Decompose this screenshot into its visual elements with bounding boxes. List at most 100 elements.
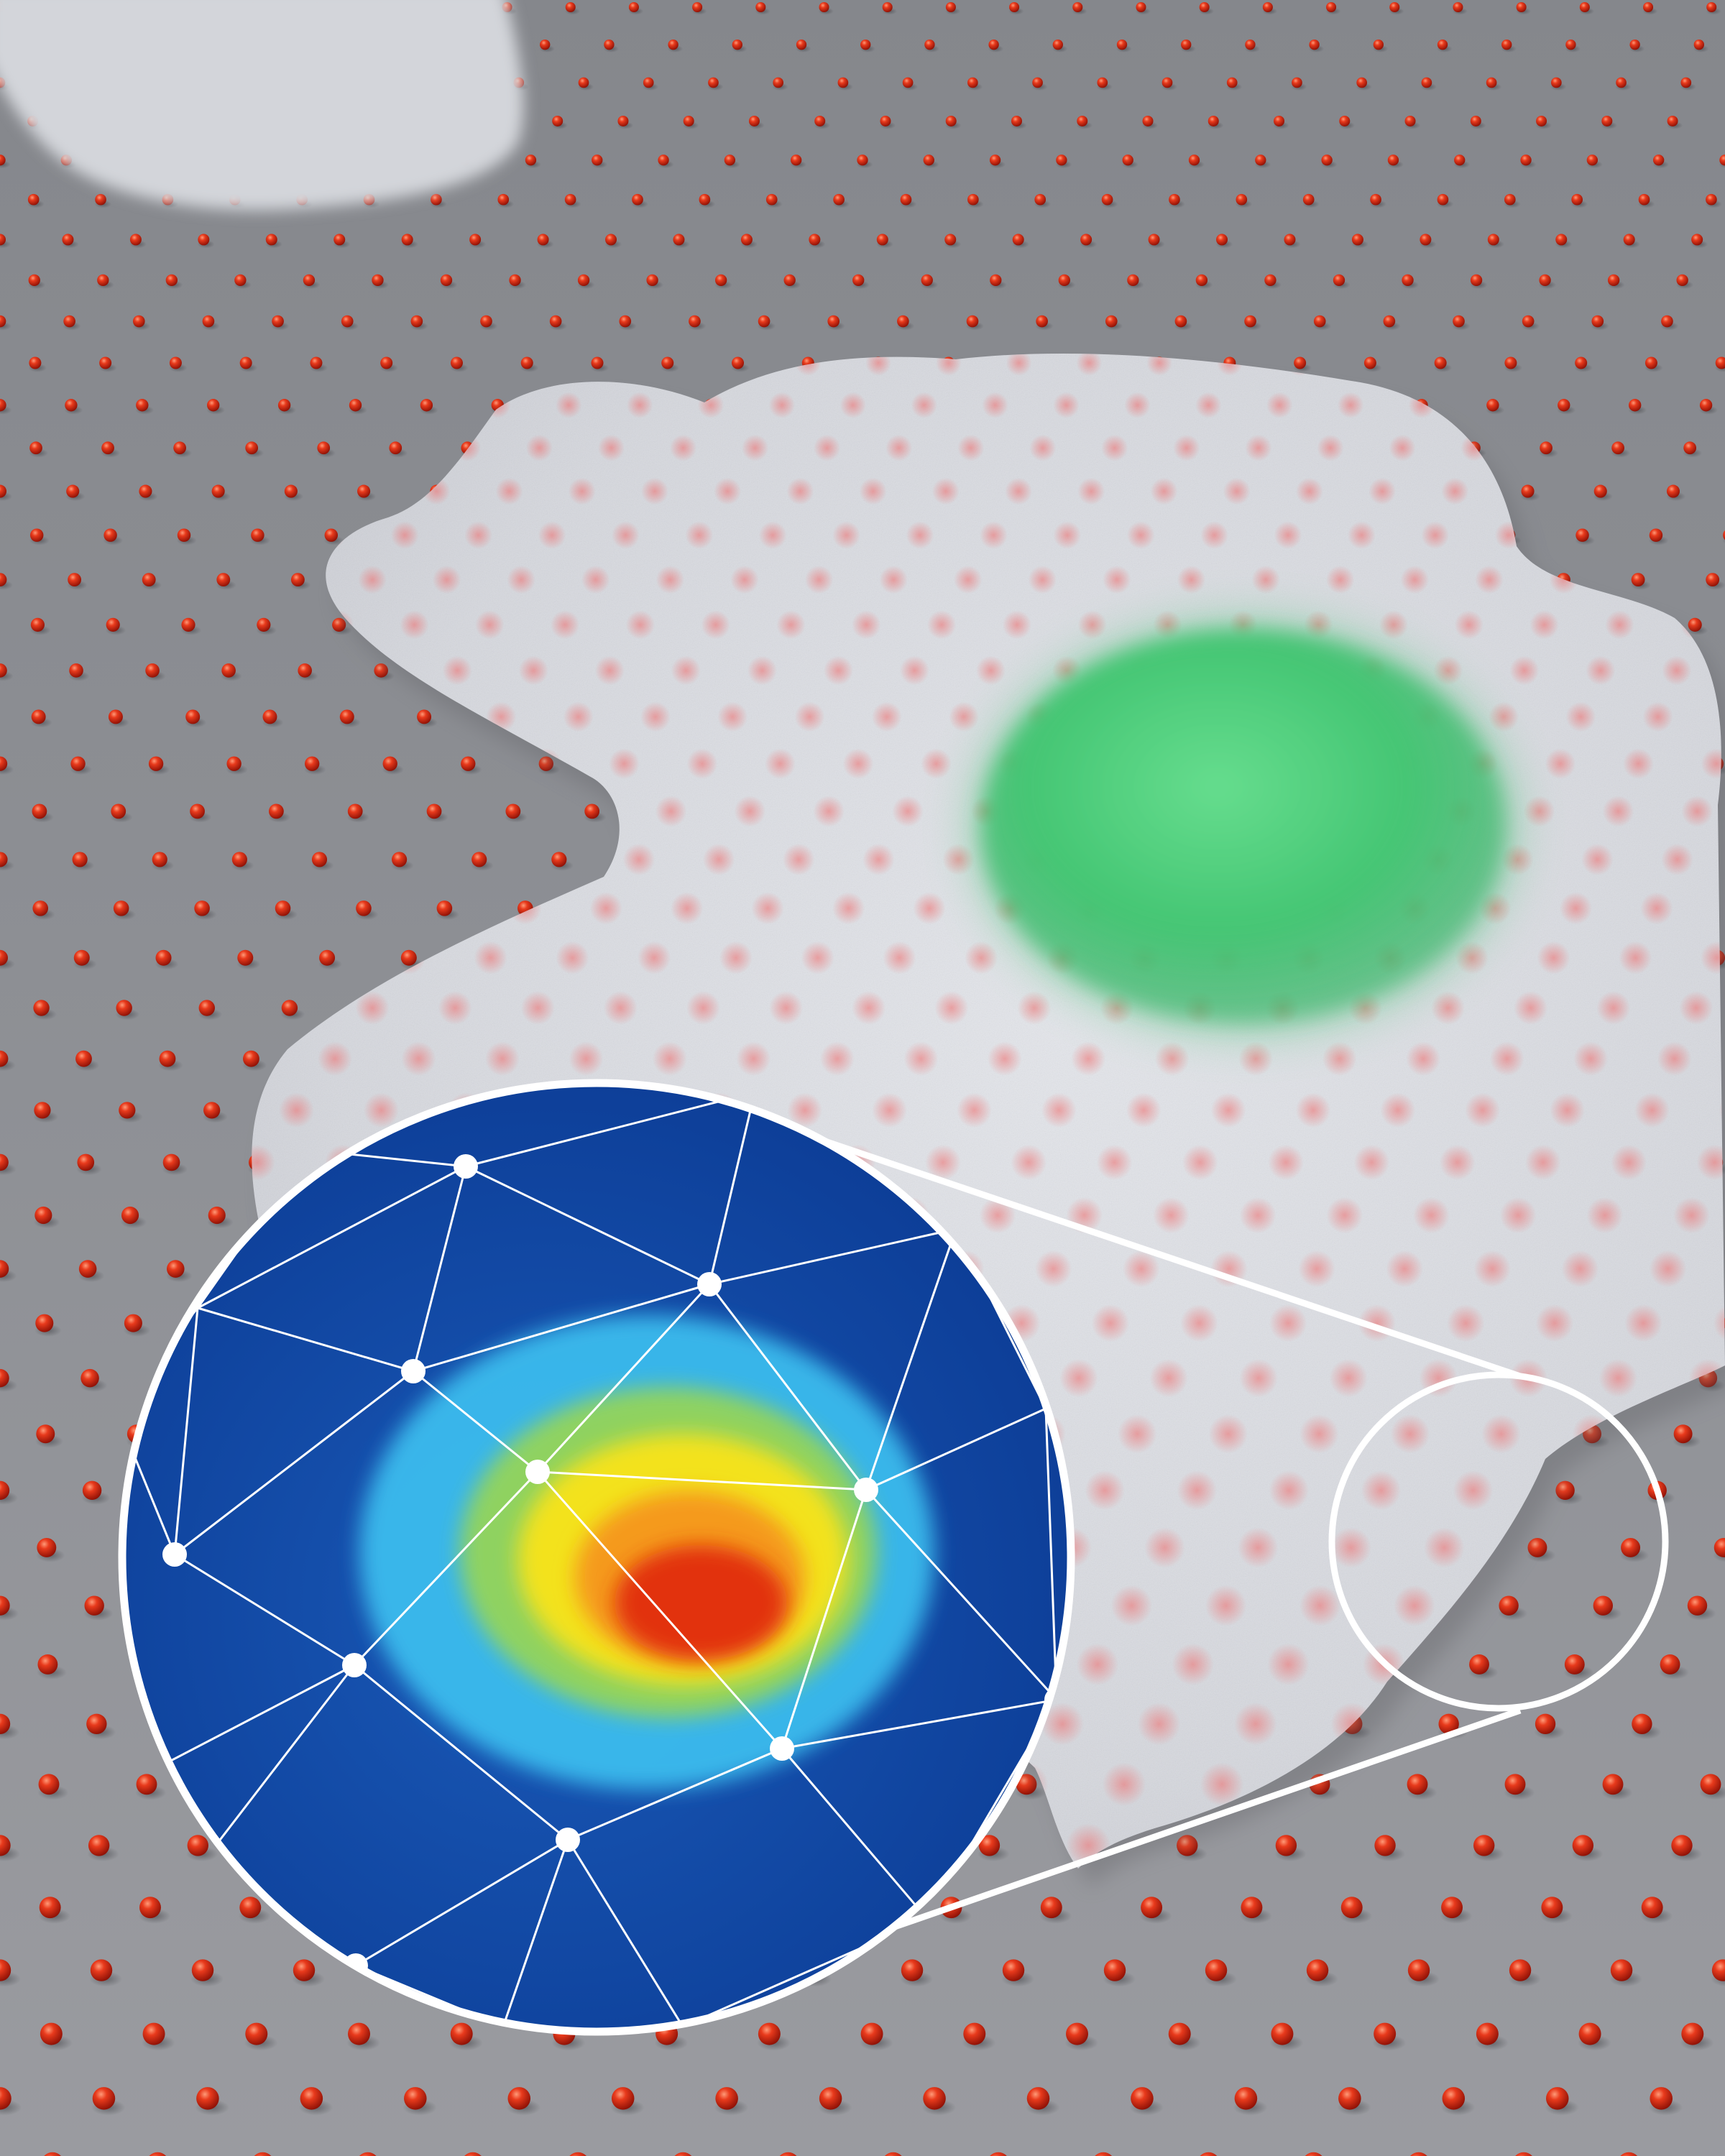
bead-under-cell [1581,843,1614,876]
bead [1699,399,1713,412]
bead-under-cell [638,941,671,975]
bead-under-cell [1071,1041,1106,1077]
bead-under-cell [1700,941,1725,975]
bead [29,356,42,369]
mesh-node [162,1542,187,1567]
mesh-edge [465,1091,755,1168]
bead [239,356,252,369]
bead [80,1368,99,1388]
bead [181,617,196,632]
bead-under-cell [769,990,804,1026]
bead [0,1713,11,1735]
bead [300,2087,323,2110]
bead-under-cell [1177,1470,1217,1511]
bead [1016,1774,1037,1795]
bead-under-cell [1453,1470,1494,1511]
bead [884,2152,902,2156]
bead [86,1713,107,1735]
bead [1162,77,1173,88]
bead [708,77,719,88]
bead [1667,115,1678,127]
bead-under-cell [813,796,845,827]
bead [604,39,615,50]
bead [1661,315,1673,328]
bead-under-cell [1713,1304,1725,1342]
bead [689,315,701,328]
bead [1363,356,1376,369]
bead [1012,234,1024,246]
bead [32,900,49,916]
bead [724,155,736,166]
bead [155,949,172,966]
bead [1034,193,1046,206]
bead [1539,274,1551,287]
bead [31,709,46,724]
bead [1264,274,1276,287]
bead-under-cell [736,1041,771,1077]
mesh-edge [413,1283,710,1373]
bead [945,1,956,13]
bead-under-cell [1317,434,1344,461]
bead [1470,115,1481,127]
bead [924,39,935,50]
bead [1199,1,1210,13]
bead [142,573,156,587]
bead-under-cell [563,701,594,732]
bead [592,155,603,166]
bead-under-cell [842,748,874,780]
bead-under-cell [1465,1092,1501,1128]
bead-under-cell [1274,521,1302,550]
bead-under-cell [1245,434,1272,461]
bead [1097,77,1108,88]
bead-under-cell [671,655,701,686]
bead [783,274,796,287]
bead-under-cell [1295,1092,1331,1128]
bead [0,949,8,966]
bead-under-cell [1489,1041,1524,1077]
bead [207,399,220,412]
bead-under-cell [1234,1703,1277,1746]
bead-under-cell [1034,1250,1072,1288]
bead-under-cell [555,392,582,419]
bead [1438,1713,1459,1735]
bead-under-cell [520,990,555,1026]
bead-under-cell [1389,434,1416,461]
bead [1602,1774,1624,1795]
bead-under-cell [1524,1144,1561,1181]
bead-under-cell [1330,1527,1371,1568]
mesh-edge [355,1838,569,1967]
bead [967,77,978,88]
bead-under-cell [1322,1041,1357,1077]
bead-under-cell [758,521,787,550]
bead-under-cell [921,748,952,780]
bead [827,315,840,328]
bead-under-cell [949,701,980,732]
bead [1652,155,1665,166]
bead [149,2152,167,2156]
bead [1234,2087,1258,2110]
bead [113,900,129,916]
bead-under-cell [1210,1092,1246,1128]
bead-under-cell [1101,434,1128,461]
bead [162,1153,180,1171]
bead [1383,315,1396,328]
bead [119,1102,136,1119]
bead-under-cell [1239,1358,1278,1398]
bead-under-cell [801,941,834,975]
bead [1402,274,1414,287]
bead [1723,530,1725,540]
bead [497,193,510,206]
bead [1578,2022,1601,2045]
bead-under-cell [1076,1643,1119,1686]
bead-under-cell [1439,1144,1476,1181]
bead-under-cell [1509,655,1540,686]
bead [30,617,45,632]
bead [1244,315,1256,328]
bead [699,193,711,206]
bead-under-cell [714,477,742,505]
bead [356,900,372,916]
bead-under-cell [556,941,589,975]
bead [509,274,521,287]
bead [1571,193,1583,206]
bead-under-cell [1361,1470,1402,1511]
